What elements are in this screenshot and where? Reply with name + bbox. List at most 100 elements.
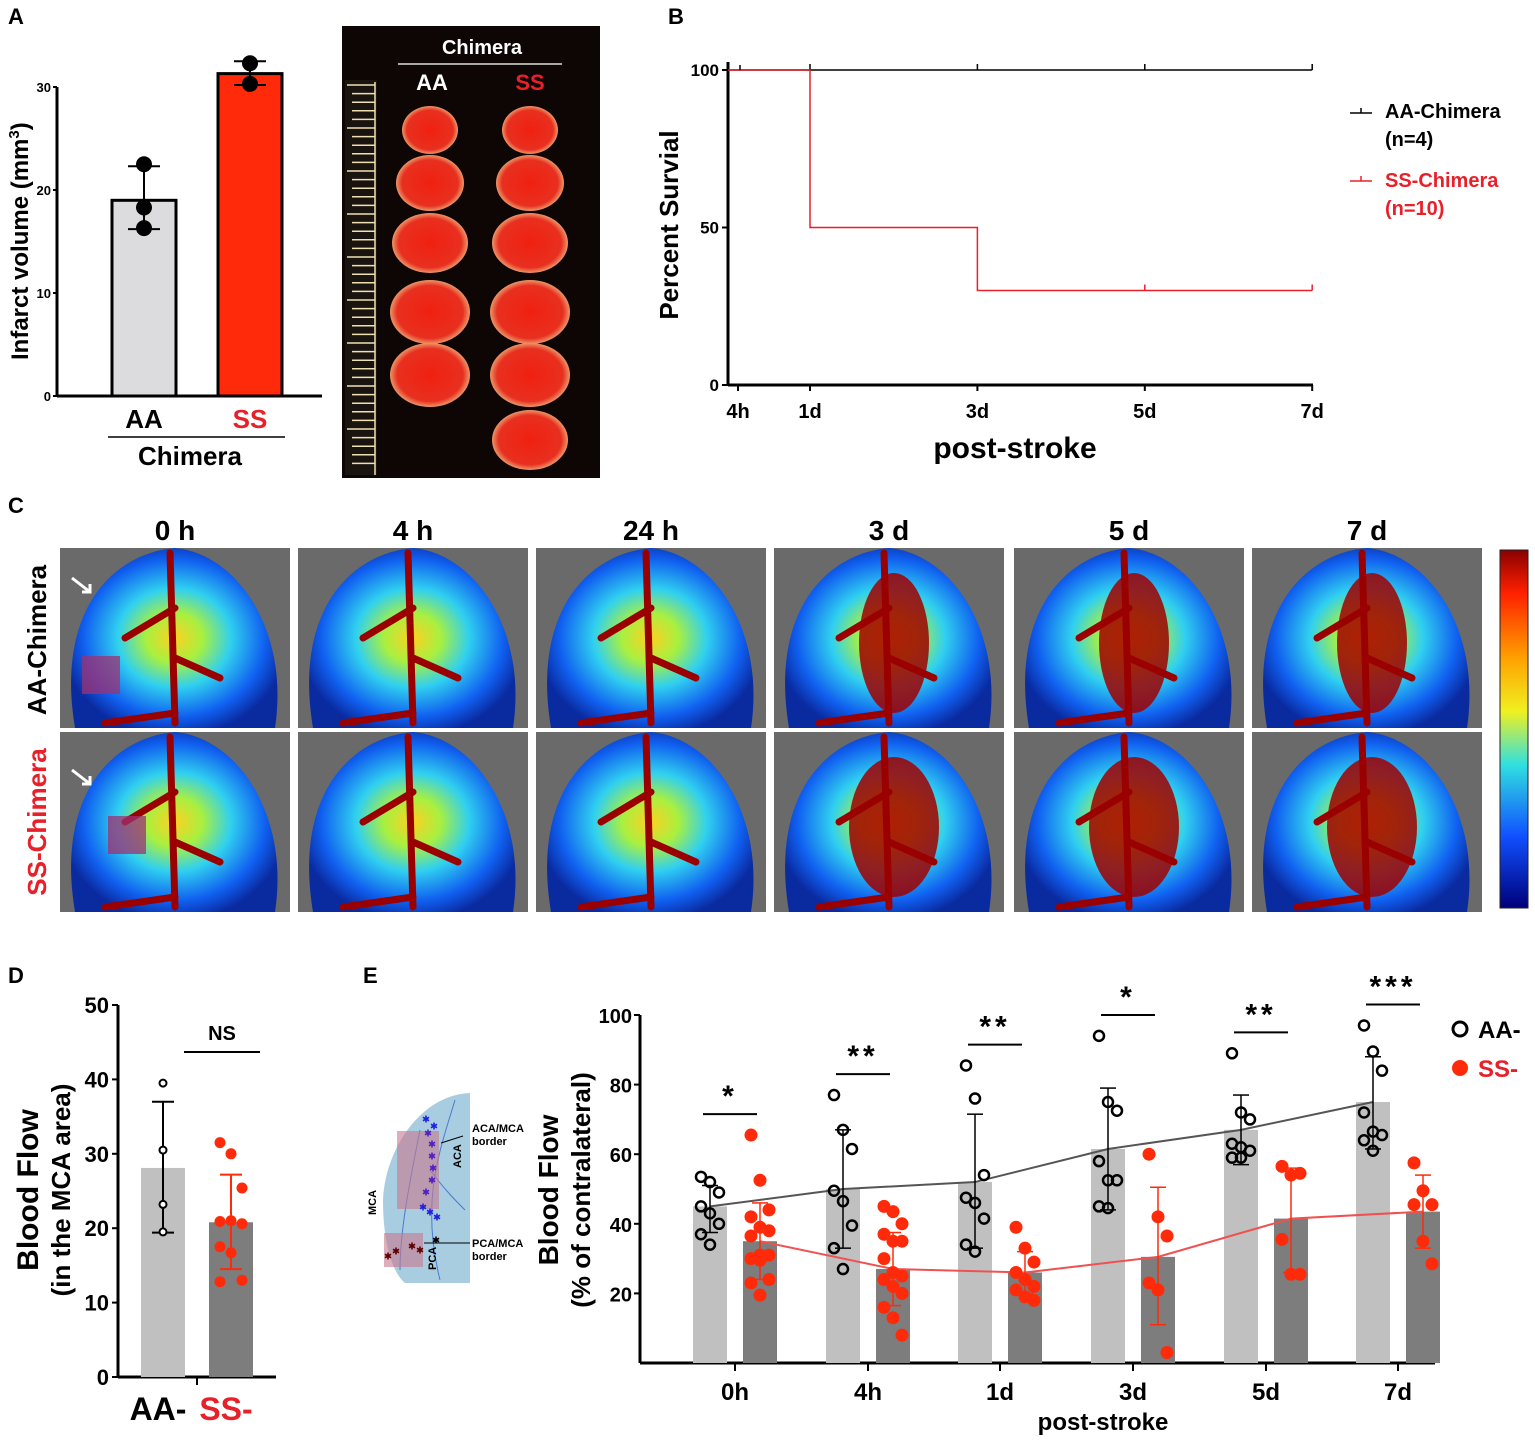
data-point bbox=[225, 1215, 237, 1227]
legend: AA- SS- bbox=[1451, 1017, 1521, 1083]
border-marker-star bbox=[384, 1252, 392, 1260]
data-point bbox=[1293, 1166, 1307, 1180]
data-point bbox=[877, 1252, 891, 1266]
roi-box bbox=[108, 816, 146, 854]
y-tick-label: 20 bbox=[37, 183, 51, 198]
data-point bbox=[1416, 1184, 1430, 1198]
blood-flow-time-chart: Blood Flow (% of contralateral) post-str… bbox=[533, 971, 1521, 1436]
significance-label: NS bbox=[208, 1023, 236, 1045]
x-tick-label: 4h bbox=[726, 401, 749, 423]
data-point bbox=[158, 1078, 168, 1088]
y-tick-label: 50 bbox=[85, 993, 109, 1018]
data-point bbox=[1357, 1134, 1371, 1147]
roi-box bbox=[82, 656, 120, 694]
data-point bbox=[968, 1245, 982, 1258]
row-label-aa: AA-Chimera bbox=[22, 564, 52, 715]
blood-vessels bbox=[339, 733, 462, 911]
y-axis-label-2: (% of contralateral) bbox=[566, 1072, 596, 1308]
data-point bbox=[1425, 1198, 1439, 1212]
data-point bbox=[744, 1276, 758, 1290]
data-point bbox=[136, 199, 152, 216]
data-point bbox=[1092, 1029, 1106, 1043]
data-point bbox=[712, 1186, 726, 1199]
infarct-volume-chart: Infarct volume (mm3) Chimera 0 10 20 30 AA SS bbox=[6, 55, 322, 471]
blood-vessels bbox=[339, 549, 462, 727]
border-marker-star bbox=[429, 1164, 437, 1172]
data-point bbox=[827, 1088, 841, 1102]
data-point bbox=[1416, 1234, 1430, 1248]
data-point bbox=[827, 1241, 841, 1255]
data-point bbox=[214, 1276, 226, 1288]
data-point bbox=[225, 1148, 237, 1160]
photo-col-aa: AA bbox=[416, 70, 448, 95]
x-axis-label: post-stroke bbox=[1038, 1409, 1169, 1436]
data-point bbox=[877, 1272, 891, 1286]
data-point bbox=[753, 1288, 767, 1302]
time-label: 0 h bbox=[155, 515, 195, 546]
y-tick-label: 60 bbox=[610, 1145, 632, 1167]
high-flow-region bbox=[1099, 573, 1169, 713]
border-marker-star bbox=[392, 1247, 400, 1255]
brain-slice-ss bbox=[496, 155, 564, 211]
data-point bbox=[236, 1274, 248, 1286]
ruler bbox=[347, 82, 376, 475]
y-tick-label: 100 bbox=[599, 1006, 632, 1028]
brain-slice-ss bbox=[490, 280, 570, 344]
data-point bbox=[703, 1207, 717, 1220]
y-tick-label: 0 bbox=[44, 389, 51, 404]
brain-slice-ss bbox=[502, 106, 558, 154]
group-label: Chimera bbox=[138, 441, 243, 471]
mean-trend-line-SS- bbox=[759, 1210, 1424, 1274]
data-point bbox=[959, 1059, 973, 1072]
x-tick-label: AA- bbox=[130, 1391, 187, 1427]
significance-label: * bbox=[722, 1080, 738, 1113]
y-axis-label: Blood Flow bbox=[533, 1114, 564, 1265]
y-tick-label: 40 bbox=[610, 1215, 632, 1237]
border-marker-star bbox=[424, 1129, 432, 1137]
data-point bbox=[694, 1170, 708, 1184]
arrow-icon bbox=[71, 768, 92, 786]
legend-aa-marker bbox=[1451, 1020, 1469, 1038]
data-point bbox=[1151, 1210, 1165, 1224]
data-point bbox=[762, 1203, 776, 1217]
brain-slice-aa bbox=[392, 213, 468, 273]
x-tick-label: 7d bbox=[1384, 1379, 1412, 1406]
aca-mca-border-label: border bbox=[472, 1136, 508, 1148]
border-marker-star bbox=[408, 1242, 416, 1250]
bar-AA--5d bbox=[1224, 1129, 1258, 1363]
y-tick-label: 10 bbox=[85, 1291, 109, 1316]
data-point bbox=[762, 1224, 776, 1238]
significance-label: * bbox=[1120, 981, 1136, 1014]
y-axis-label-2: (in the MCA area) bbox=[46, 1084, 76, 1297]
significance-label: ** bbox=[847, 1040, 878, 1073]
data-point bbox=[1225, 1047, 1239, 1060]
data-point bbox=[753, 1253, 767, 1267]
border-marker-star bbox=[432, 1236, 440, 1244]
border-marker-star bbox=[422, 1188, 430, 1196]
data-point bbox=[1293, 1267, 1307, 1281]
y-tick-label: 80 bbox=[610, 1076, 632, 1098]
brain-slice-aa bbox=[402, 106, 458, 154]
panel-label-b: B bbox=[668, 4, 684, 29]
legend-aa-label: AA- bbox=[1478, 1017, 1521, 1044]
brain-slice-ss bbox=[490, 343, 570, 407]
border-marker-star bbox=[433, 1213, 441, 1221]
pca-mca-label: PCA/MCA bbox=[472, 1238, 523, 1250]
high-flow-region bbox=[1089, 757, 1179, 897]
data-point bbox=[1275, 1159, 1289, 1173]
data-point bbox=[836, 1194, 850, 1208]
significance-label: *** bbox=[1369, 971, 1416, 1004]
data-point bbox=[1142, 1276, 1156, 1290]
data-point bbox=[836, 1123, 850, 1137]
blood-vessels bbox=[815, 549, 938, 727]
x-tick-label: 1d bbox=[986, 1379, 1014, 1406]
mca-label: MCA bbox=[367, 1190, 379, 1215]
data-point bbox=[827, 1184, 841, 1197]
arrow-icon bbox=[71, 576, 92, 594]
pca-mca-border-label: border bbox=[472, 1251, 508, 1263]
data-point bbox=[1234, 1106, 1248, 1119]
blood-vessels bbox=[1293, 733, 1416, 911]
y-tick-label: 10 bbox=[37, 286, 51, 301]
survival-line-SS-Chimera bbox=[728, 69, 1313, 292]
blood-vessels bbox=[1055, 549, 1178, 727]
